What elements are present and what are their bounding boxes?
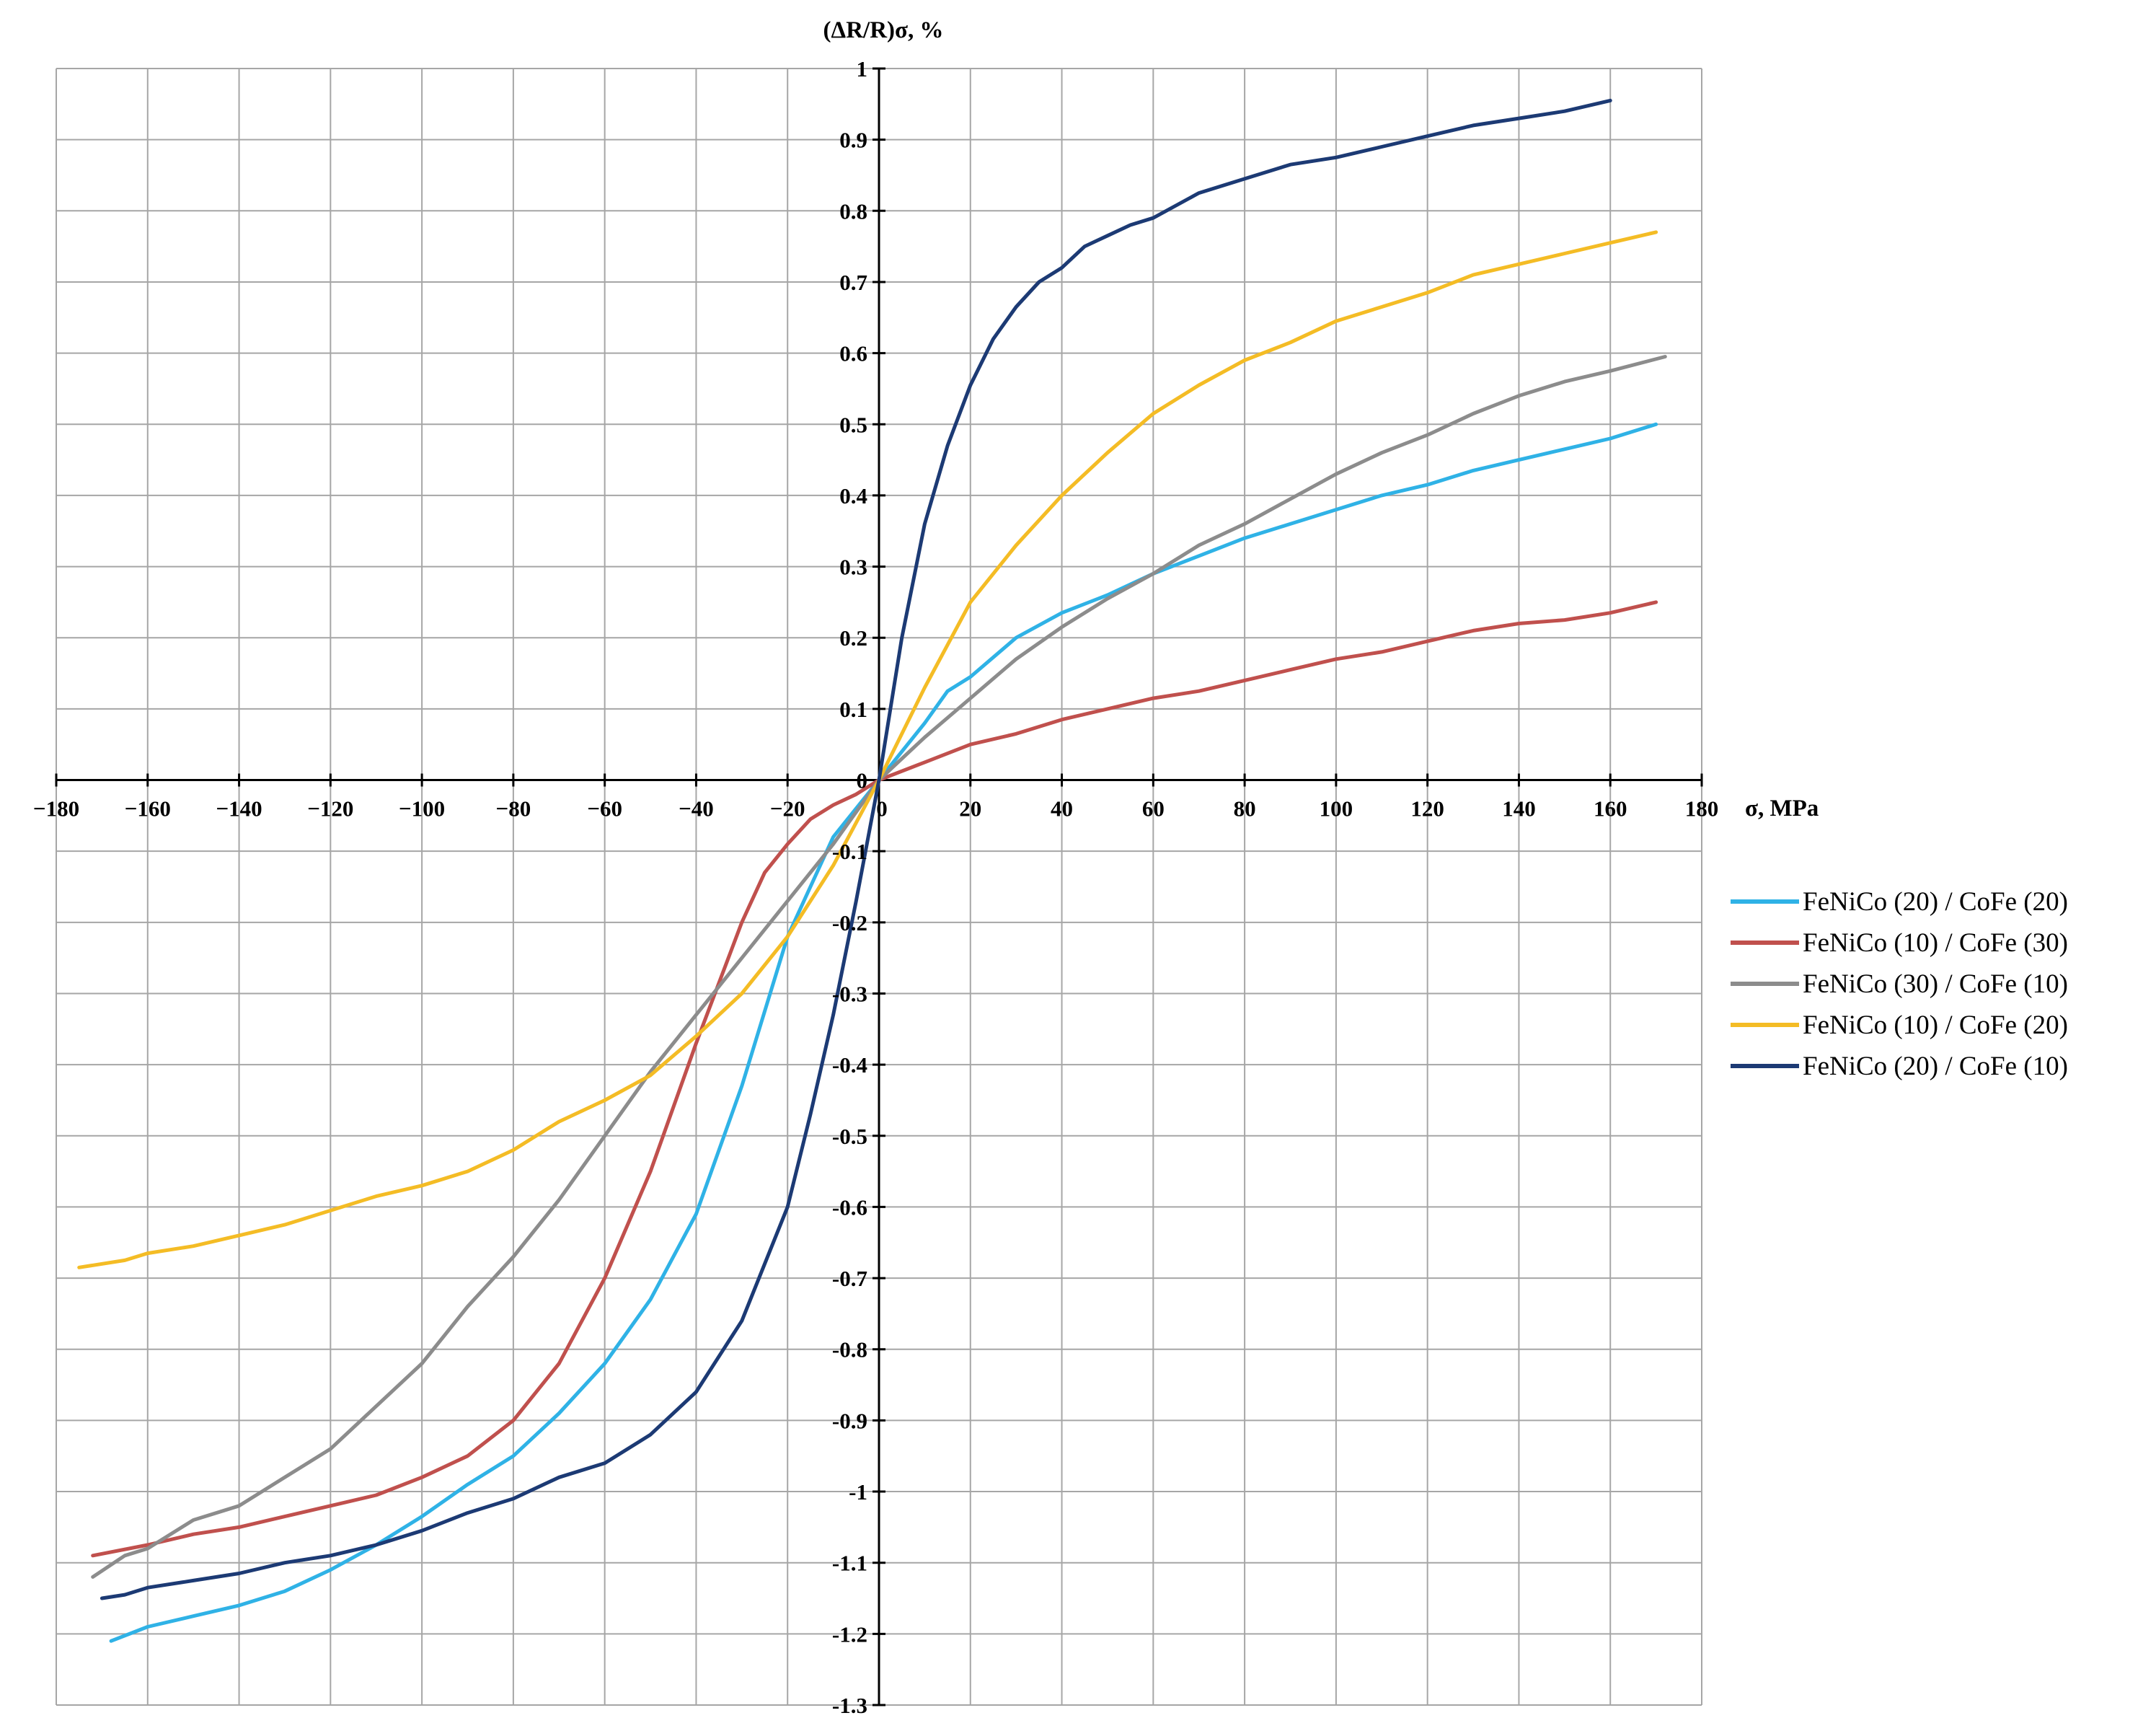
y-tick-label: -0.3 bbox=[832, 981, 867, 1006]
series-line-5 bbox=[100, 98, 1612, 1600]
legend-label-2: FeNiCo (10) / CoFe (30) bbox=[1803, 928, 2068, 958]
y-tick-label: -0.7 bbox=[832, 1266, 867, 1291]
x-axis-title: σ, MPa bbox=[1745, 796, 1819, 822]
y-tick-label: 0.6 bbox=[839, 341, 867, 366]
x-tick-label: 60 bbox=[1142, 796, 1165, 822]
legend-label-5: FeNiCo (20) / CoFe (10) bbox=[1803, 1052, 2068, 1081]
x-tick-label: −80 bbox=[496, 796, 531, 822]
x-tick-label: 140 bbox=[1502, 796, 1536, 822]
series-line-4 bbox=[77, 230, 1658, 1269]
y-tick-label: -0.5 bbox=[832, 1124, 867, 1149]
y-tick-label: -0.2 bbox=[832, 910, 867, 935]
legend-label-3: FeNiCo (30) / CoFe (10) bbox=[1803, 969, 2068, 999]
legend-label-4: FeNiCo (10) / CoFe (20) bbox=[1803, 1010, 2068, 1040]
x-tick-label: 20 bbox=[959, 796, 981, 822]
x-tick-label: 80 bbox=[1234, 796, 1256, 822]
y-tick-label: 1 bbox=[857, 56, 868, 82]
y-tick-label: -0.6 bbox=[832, 1194, 867, 1220]
x-tick-label: 120 bbox=[1410, 796, 1444, 822]
y-tick-label: -0.9 bbox=[832, 1408, 867, 1433]
y-axis-title: (ΔR/R)σ, % bbox=[823, 17, 944, 43]
y-tick-label: 0.4 bbox=[839, 483, 867, 508]
x-tick-label: −40 bbox=[679, 796, 714, 822]
x-tick-label: −60 bbox=[587, 796, 622, 822]
legend: FeNiCo (20) / CoFe (20) FeNiCo (10) / CoF… bbox=[1731, 887, 2068, 1081]
x-tick-label: 160 bbox=[1594, 796, 1627, 822]
y-tick-label: 0 bbox=[857, 768, 868, 793]
y-tick-label: -1.3 bbox=[832, 1693, 867, 1718]
x-tick-label: 100 bbox=[1320, 796, 1353, 822]
x-tick-label: −180 bbox=[33, 796, 79, 822]
y-tick-label: -0.1 bbox=[832, 839, 867, 864]
y-tick-label: -0.4 bbox=[832, 1052, 867, 1078]
series-line-2 bbox=[91, 600, 1658, 1558]
y-tick-label: 0.2 bbox=[839, 625, 867, 651]
x-tick-label: 0 bbox=[876, 796, 888, 822]
y-tick-label: 0.1 bbox=[839, 697, 867, 722]
y-tick-label: -0.8 bbox=[832, 1337, 867, 1362]
x-tick-label: 40 bbox=[1051, 796, 1073, 822]
y-tick-label: -1.2 bbox=[832, 1621, 867, 1647]
y-tick-label: 0.3 bbox=[839, 555, 867, 580]
y-tick-label: -1.1 bbox=[832, 1551, 867, 1576]
x-tick-label: −120 bbox=[307, 796, 353, 822]
x-tick-label: −100 bbox=[399, 796, 445, 822]
series-lines bbox=[77, 98, 1667, 1643]
y-tick-label: 0.8 bbox=[839, 198, 867, 224]
x-tick-label: −160 bbox=[125, 796, 171, 822]
y-tick-label: 0.5 bbox=[839, 412, 867, 437]
tick-labels: −180 −160 −140 −120 −100 −80 −60 −40 −20 0 20 40 60 8… bbox=[33, 56, 1718, 1718]
series-line-1 bbox=[109, 422, 1658, 1643]
x-tick-label: −20 bbox=[770, 796, 805, 822]
legend-label-1: FeNiCo (20) / CoFe (20) bbox=[1803, 887, 2068, 917]
series-line-3 bbox=[91, 355, 1667, 1579]
y-tick-label: -1 bbox=[849, 1479, 867, 1505]
y-tick-label: 0.7 bbox=[839, 270, 867, 295]
x-tick-label: −140 bbox=[216, 796, 262, 822]
x-tick-label: 180 bbox=[1685, 796, 1719, 822]
y-tick-label: 0.9 bbox=[839, 128, 867, 153]
